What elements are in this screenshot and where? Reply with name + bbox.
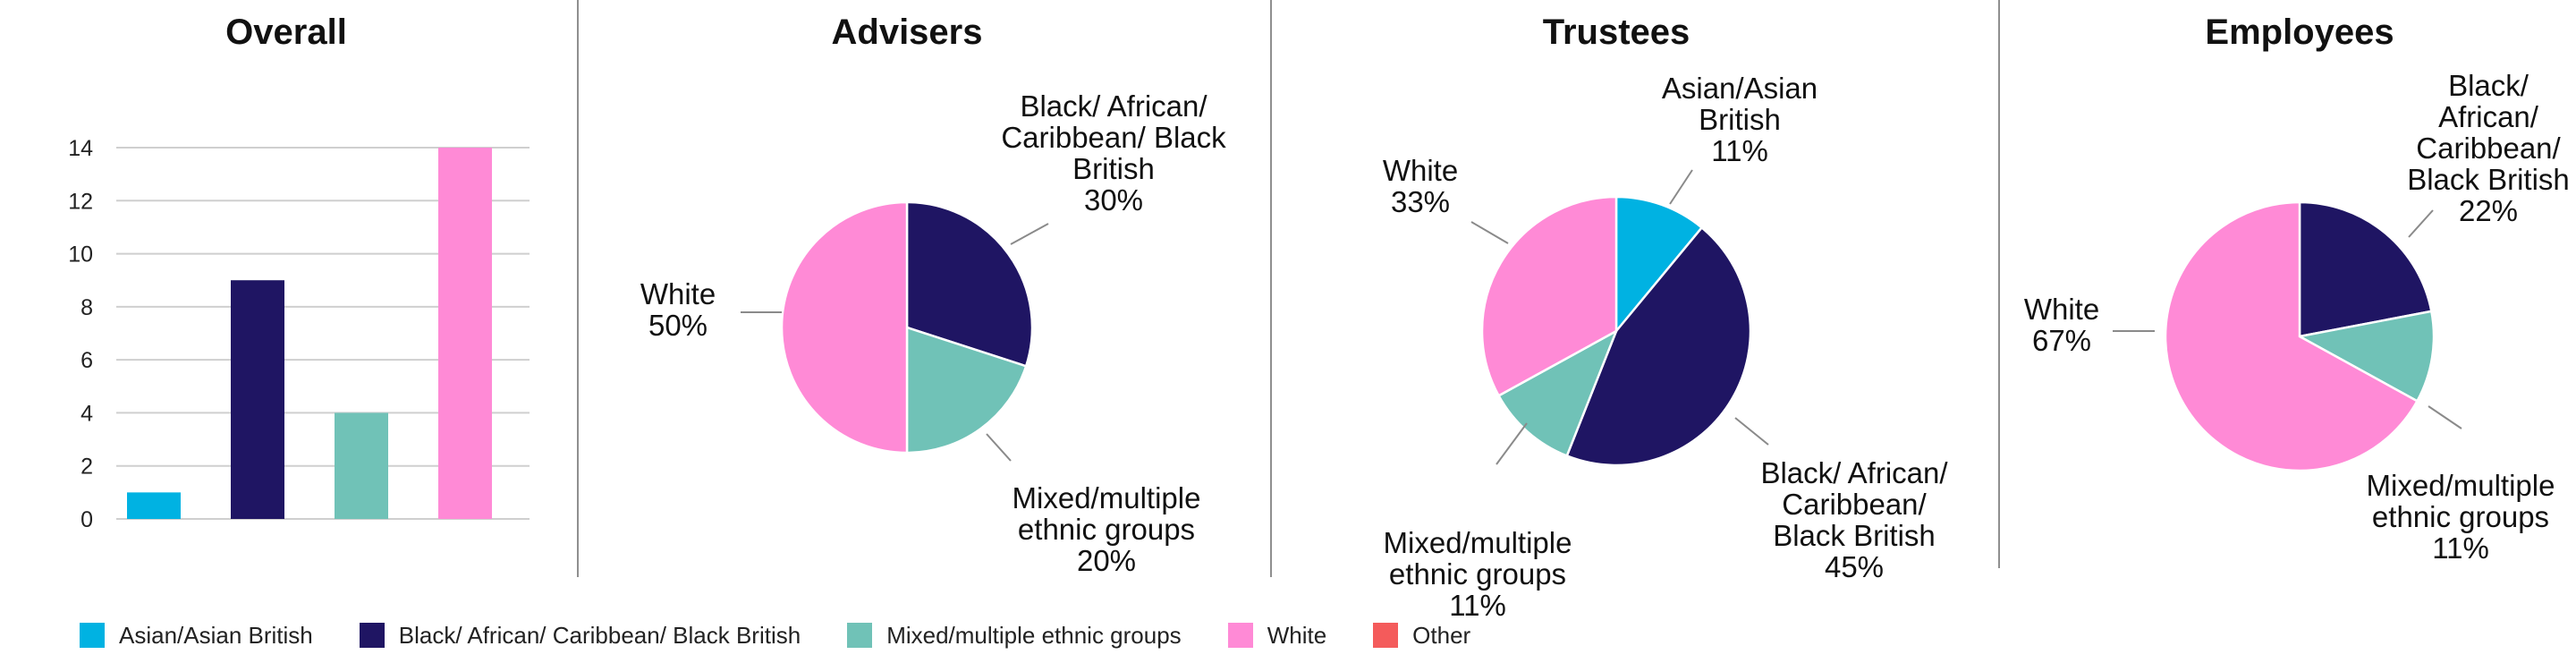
legend-label: Other [1412,621,1471,649]
pie-label-line: African/ [2438,100,2539,133]
pie-label-line: Black/ African/ [1020,89,1208,123]
pie-data-label: Black/African/Caribbean/Black British 22% [2407,69,2570,227]
leader-line [1669,169,1693,205]
legend-swatch [847,623,873,648]
pie-label-line: British [1072,152,1155,185]
legend-swatch [359,623,385,648]
pie-label-line: 11% [2432,531,2489,565]
legend-item-asian: Asian/Asian British [80,622,313,650]
pie-label-line: Black/ African/ [1760,456,1948,489]
y-tick-label: 14 [68,136,93,161]
pie-label-line: Mixed/multiple [2367,469,2555,502]
y-tick-label: 12 [68,189,93,214]
pie-label-line: 67% [2032,324,2091,357]
legend-label: Asian/Asian British [119,621,313,649]
pie-data-label: White 67% [2024,293,2099,357]
legend-label: Black/ African/ Caribbean/ Black British [398,621,801,649]
pie-label-line: White [1383,154,1458,187]
pie-label-line: Asian/Asian [1662,72,1818,105]
legend-label: White [1267,621,1327,649]
pie-label-line: 45% [1825,550,1884,583]
bar [335,412,388,519]
pie-label-line: ethnic groups [2372,500,2549,533]
y-tick-label: 10 [68,242,93,268]
y-tick-label: 4 [80,401,93,426]
pie-label-line: British [1699,103,1781,136]
leader-line [1734,417,1769,446]
pie-data-label: White 33% [1383,154,1458,218]
pie-label-line: Caribbean/ [2416,132,2561,165]
chart-legend: Asian/Asian British Black/ African/ Cari… [80,617,1517,653]
legend-item-mixed: Mixed/multiple ethnic groups [847,622,1182,650]
pie-label-line: Mixed/multiple [1013,481,1201,514]
pie-slice [1614,195,1704,335]
pie-label-line: White [2024,293,2099,326]
pie-label-line: ethnic groups [1018,513,1195,546]
leader-line [2428,405,2462,429]
pie-label-line: 22% [2459,194,2518,227]
pie-data-label: Mixed/multiple ethnic groups 20% [1013,481,1201,577]
y-tick-label: 8 [80,295,93,320]
legend-item-other: Other [1373,622,1470,650]
y-tick-label: 0 [80,507,93,532]
pie-slice [2296,310,2436,403]
leader-line [986,433,1012,462]
legend-swatch [1227,623,1253,648]
leader-line [1010,223,1049,245]
pie-label-line: 33% [1391,185,1450,218]
pie-label-line: Caribbean/ Black [1001,121,1226,154]
employees-pie-chart: Black/African/Caribbean/Black British 22%… [2024,69,2570,565]
pie-label-line: Mixed/multiple [1384,526,1572,559]
pie-label-line: Caribbean/ [1782,488,1927,521]
overall-chart-title: Overall [225,13,347,52]
leader-line [2408,209,2434,238]
pie-slice [780,200,909,455]
bar [231,280,284,519]
pie-slice [2164,200,2419,472]
pie-data-label: Black/ African/Caribbean/ Black British 30… [1001,89,1226,217]
pie-slice [1565,225,1752,467]
pie-label-line: Black British [1773,519,1936,552]
pie-label-line: ethnic groups [1389,557,1566,591]
pie-data-label: Mixed/multiple ethnic groups 11% [1384,526,1572,622]
pie-slice [2298,200,2433,338]
y-tick-label: 2 [80,455,93,480]
pie-label-line: 11% [1711,134,1768,167]
trustees-chart-title: Trustees [1542,13,1690,52]
pie-slice [1480,195,1618,397]
advisers-pie-chart: Black/ African/Caribbean/ Black British 30… [640,89,1226,577]
legend-swatch [80,623,105,648]
legend-swatch [1373,623,1399,648]
pie-slice [1496,328,1619,458]
bar [127,492,181,519]
leader-line [1496,422,1528,465]
pie-slice [905,200,1034,368]
bar [438,148,492,519]
y-tick-label: 6 [80,348,93,373]
panel-divider [1270,0,1272,577]
pie-data-label: Asian/Asian British 11% [1662,72,1818,167]
panel-divider [1998,0,2000,568]
pie-label-line: 50% [648,309,708,342]
pie-slice [905,326,1028,455]
pie-label-line: Black/ [2448,69,2529,102]
trustees-pie-chart: Asian/Asian British 11%Black/ African/Cari… [1383,72,1949,622]
pie-data-label: Mixed/multiple ethnic groups 11% [2367,469,2555,565]
pie-data-label: White 50% [640,277,716,342]
pie-label-line: 20% [1077,544,1136,577]
overall-bar-chart: 0 2 4 6 8 10 12 14 [68,136,530,532]
employees-chart-title: Employees [2205,13,2394,52]
pie-label-line: 11% [1449,589,1506,622]
panel-divider [577,0,579,577]
advisers-chart-title: Advisers [831,13,983,52]
legend-label: Mixed/multiple ethnic groups [886,621,1182,649]
pie-label-line: 30% [1084,183,1143,217]
leader-line [1470,221,1509,244]
pie-label-line: Black British [2407,163,2570,196]
pie-data-label: Black/ African/Caribbean/Black British 45… [1760,456,1948,583]
legend-item-black: Black/ African/ Caribbean/ Black British [359,621,801,650]
pie-label-line: White [640,277,716,310]
legend-item-white: White [1227,621,1327,650]
